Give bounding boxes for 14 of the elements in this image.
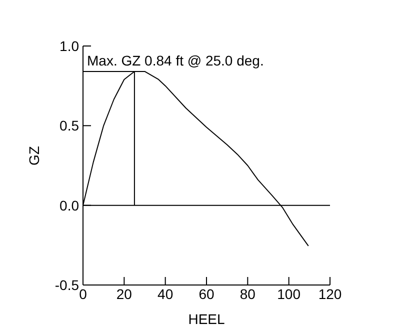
- annotation: Max. GZ 0.84 ft @ 25.0 deg.: [87, 52, 264, 68]
- x-tick-label: 0: [79, 286, 88, 302]
- x-tick-label: 100: [277, 286, 301, 302]
- y-tick-label: 0.5: [60, 118, 80, 134]
- x-tick-label: 120: [318, 286, 342, 302]
- x-tick-label: 40: [158, 286, 174, 302]
- y-tick-label: 0.0: [60, 197, 80, 214]
- x-tick-label: 20: [116, 286, 132, 302]
- x-tick-label: 80: [240, 286, 256, 302]
- y-axis-title: GZ: [26, 146, 42, 166]
- x-tick-label: 60: [198, 286, 214, 302]
- y-tick-label: 1.0: [60, 38, 80, 54]
- x-axis-title: HEEL: [188, 311, 225, 327]
- y-tick-label: -0.5: [54, 276, 80, 293]
